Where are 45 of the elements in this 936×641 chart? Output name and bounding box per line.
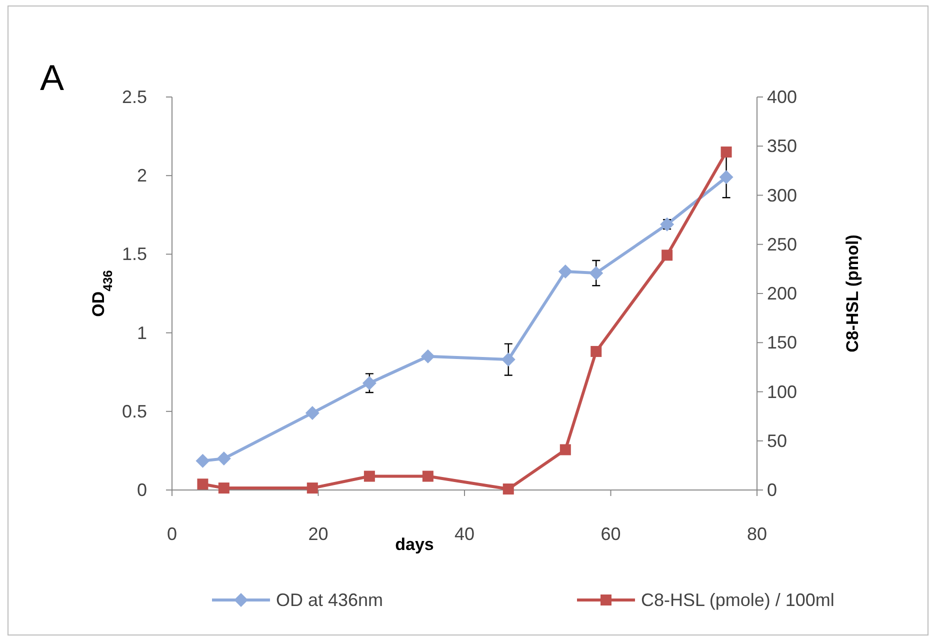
point: [422, 470, 434, 482]
point: [362, 376, 376, 390]
y-tick-label: 2: [136, 166, 147, 186]
point: [558, 264, 572, 278]
point: [501, 352, 516, 367]
x-tick-label: 40: [454, 524, 475, 544]
point: [305, 406, 320, 420]
point: [560, 444, 571, 456]
legend-label: C8-HSL (pmole) / 100ml: [641, 590, 834, 610]
y2-tick-label: 150: [767, 332, 798, 353]
x-tick-label: 80: [746, 524, 768, 544]
y2-tick-label: 400: [767, 87, 798, 107]
y-tick-label: 1: [136, 322, 147, 343]
point: [216, 452, 231, 466]
y2-axis-title: C8-HSL (pmol): [843, 234, 862, 352]
y2-tick-label: 350: [767, 136, 798, 156]
x-tick-label: 20: [308, 524, 328, 544]
point: [719, 170, 734, 184]
x-axis-title: days: [395, 535, 434, 554]
y-tick-label: 0.5: [122, 401, 147, 422]
y-tick-label: 0: [136, 480, 147, 500]
point: [420, 349, 435, 364]
y2-tick-label: 300: [767, 185, 798, 206]
y2-tick-label: 100: [767, 382, 798, 402]
y-tick-label: 1.5: [122, 244, 147, 264]
point: [197, 478, 208, 490]
y-tick-label: 2.5: [122, 87, 147, 107]
y2-tick-label: 50: [767, 430, 788, 451]
y2-tick-label: 200: [767, 284, 798, 304]
point: [589, 266, 604, 280]
y2-tick-label: 250: [767, 234, 798, 254]
text: A: [40, 57, 64, 98]
x-tick-label: 0: [166, 524, 178, 544]
point: [364, 470, 375, 482]
point: [306, 482, 318, 494]
point: [218, 482, 230, 494]
point: [660, 217, 674, 232]
point: [590, 346, 602, 357]
point: [502, 484, 514, 495]
point: [720, 146, 732, 158]
legend-label: OD at 436nm: [276, 590, 384, 610]
point: [196, 454, 210, 468]
x-tick-label: 60: [600, 524, 621, 544]
y2-tick-label: 0: [767, 480, 778, 500]
point: [662, 250, 673, 261]
